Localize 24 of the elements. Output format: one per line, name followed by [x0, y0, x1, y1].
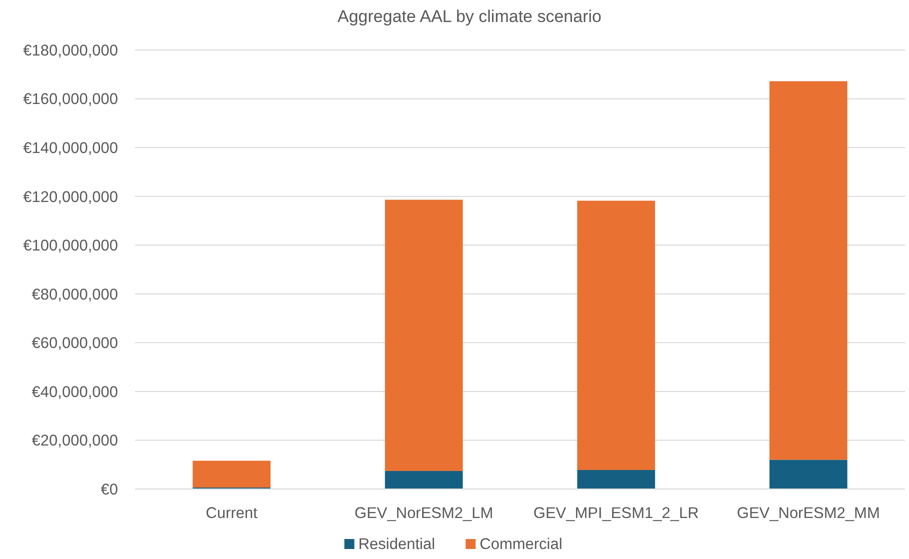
bar — [384, 200, 463, 471]
x-tick-label: GEV_NorESM2_MM — [736, 505, 880, 522]
bar — [192, 460, 271, 488]
y-tick-label: €60,000,000 — [32, 335, 118, 352]
y-tick-label: €20,000,000 — [32, 432, 118, 450]
y-tick-label: €140,000,000 — [23, 140, 118, 157]
y-tick-label: €40,000,000 — [32, 384, 118, 401]
y-tick-label: €80,000,000 — [32, 286, 118, 304]
y-tick-label: €120,000,000 — [23, 188, 118, 206]
x-tick-label: Current — [206, 505, 258, 522]
bar — [384, 470, 463, 489]
x-tick-label: GEV_NorESM2_LM — [354, 505, 494, 522]
legend-label: Residential — [358, 536, 436, 553]
bar — [769, 81, 848, 460]
bar — [577, 470, 656, 489]
bar — [769, 460, 848, 489]
y-tick-label: €100,000,000 — [23, 238, 118, 255]
bar — [577, 200, 656, 470]
y-tick-label: €180,000,000 — [23, 42, 118, 60]
y-tick-label: €160,000,000 — [23, 91, 118, 108]
x-tick-label: GEV_MPI_ESM1_2_LR — [533, 505, 699, 522]
legend-label: Commercial — [480, 536, 562, 553]
chart-title: Aggregate AAL by climate scenario — [338, 7, 602, 26]
y-tick-label: €0 — [100, 481, 118, 498]
